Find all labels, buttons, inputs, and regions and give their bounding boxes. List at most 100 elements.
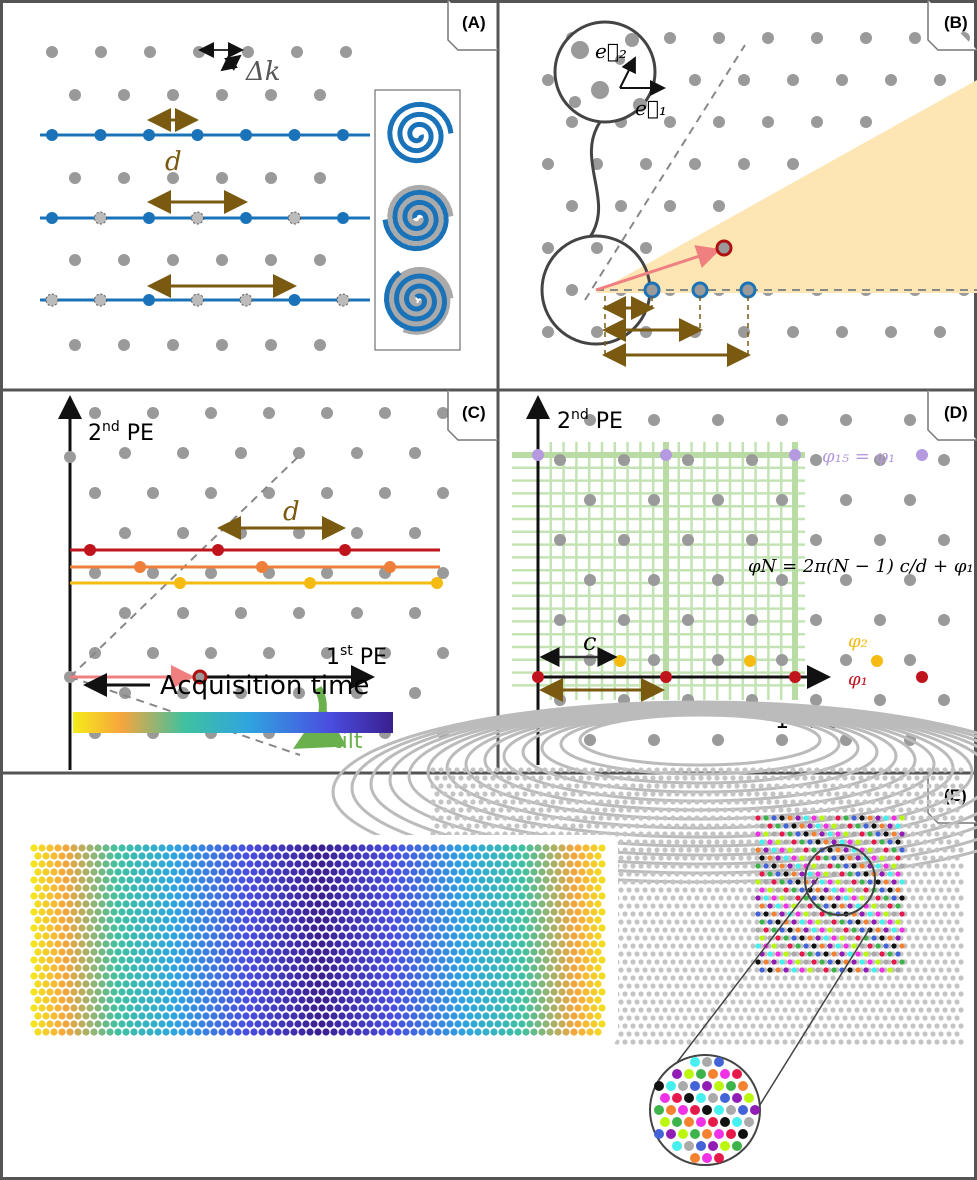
dot xyxy=(958,895,963,900)
dot xyxy=(330,852,337,859)
dot xyxy=(94,876,101,883)
dot xyxy=(170,916,177,923)
dot xyxy=(550,783,555,788)
dot xyxy=(831,951,836,956)
dot xyxy=(803,959,808,964)
dot xyxy=(230,908,237,915)
dot xyxy=(566,815,571,820)
dot xyxy=(930,903,935,908)
dot xyxy=(321,487,333,499)
dot xyxy=(658,807,663,812)
dot xyxy=(350,844,357,851)
dot xyxy=(562,823,567,828)
dot xyxy=(478,1020,485,1027)
dot xyxy=(202,1012,209,1019)
dot xyxy=(118,988,125,995)
dot xyxy=(899,815,904,820)
dot xyxy=(454,1004,461,1011)
dot xyxy=(358,940,365,947)
dot xyxy=(442,948,449,955)
dot xyxy=(442,852,449,859)
dot xyxy=(851,927,856,932)
dot xyxy=(430,972,437,979)
dot xyxy=(321,407,333,419)
dot xyxy=(214,1004,221,1011)
dot xyxy=(90,948,97,955)
dot xyxy=(640,158,652,170)
dot xyxy=(710,1039,715,1044)
dot xyxy=(776,734,788,746)
dot xyxy=(946,919,951,924)
dot xyxy=(618,791,623,796)
dot xyxy=(150,988,157,995)
dot xyxy=(766,1039,771,1044)
dot xyxy=(586,996,593,1003)
dot xyxy=(62,1004,69,1011)
dot xyxy=(594,932,601,939)
dot xyxy=(738,887,743,892)
dot xyxy=(754,791,759,796)
dot xyxy=(302,1004,309,1011)
dot xyxy=(654,863,659,868)
dot xyxy=(803,927,808,932)
dot xyxy=(770,999,775,1004)
dot xyxy=(350,1004,357,1011)
dot xyxy=(62,1020,69,1027)
dot xyxy=(418,980,425,987)
dot xyxy=(182,956,189,963)
dot xyxy=(114,964,121,971)
dot xyxy=(486,860,493,867)
dot xyxy=(370,916,377,923)
dot xyxy=(466,900,473,907)
dot xyxy=(787,74,799,86)
dot xyxy=(235,447,247,459)
dot xyxy=(506,932,513,939)
dot xyxy=(370,852,377,859)
dot xyxy=(458,868,465,875)
dot xyxy=(522,823,527,828)
dot xyxy=(162,900,169,907)
dot xyxy=(594,1028,601,1035)
dot xyxy=(879,823,884,828)
dot xyxy=(578,932,585,939)
dot xyxy=(110,892,117,899)
dot xyxy=(474,1028,481,1035)
dot xyxy=(842,775,847,780)
dot xyxy=(502,860,509,867)
dot xyxy=(258,996,265,1003)
dot xyxy=(938,967,943,972)
dot xyxy=(732,1093,742,1103)
dot xyxy=(878,1007,883,1012)
dot xyxy=(150,876,157,883)
dot xyxy=(242,932,249,939)
dot xyxy=(490,823,495,828)
dot xyxy=(370,980,377,987)
dot xyxy=(899,911,904,916)
dot xyxy=(674,1031,679,1036)
dot xyxy=(938,935,943,940)
dot xyxy=(442,823,447,828)
dot xyxy=(66,996,73,1003)
dot xyxy=(738,823,743,828)
dot xyxy=(338,948,345,955)
dot xyxy=(626,807,631,812)
dot xyxy=(922,1015,927,1020)
dot xyxy=(518,956,525,963)
dot xyxy=(598,844,605,851)
dot xyxy=(654,815,659,820)
dot xyxy=(843,943,848,948)
dot xyxy=(250,980,257,987)
dot xyxy=(470,783,475,788)
dot xyxy=(791,887,796,892)
dot xyxy=(478,940,485,947)
dot xyxy=(90,852,97,859)
dot xyxy=(682,935,687,940)
dot xyxy=(554,868,561,875)
dot xyxy=(542,158,554,170)
dot xyxy=(910,783,915,788)
dot xyxy=(674,807,679,812)
dot xyxy=(94,924,101,931)
dot xyxy=(942,927,947,932)
dot xyxy=(582,783,587,788)
dot xyxy=(62,956,69,963)
